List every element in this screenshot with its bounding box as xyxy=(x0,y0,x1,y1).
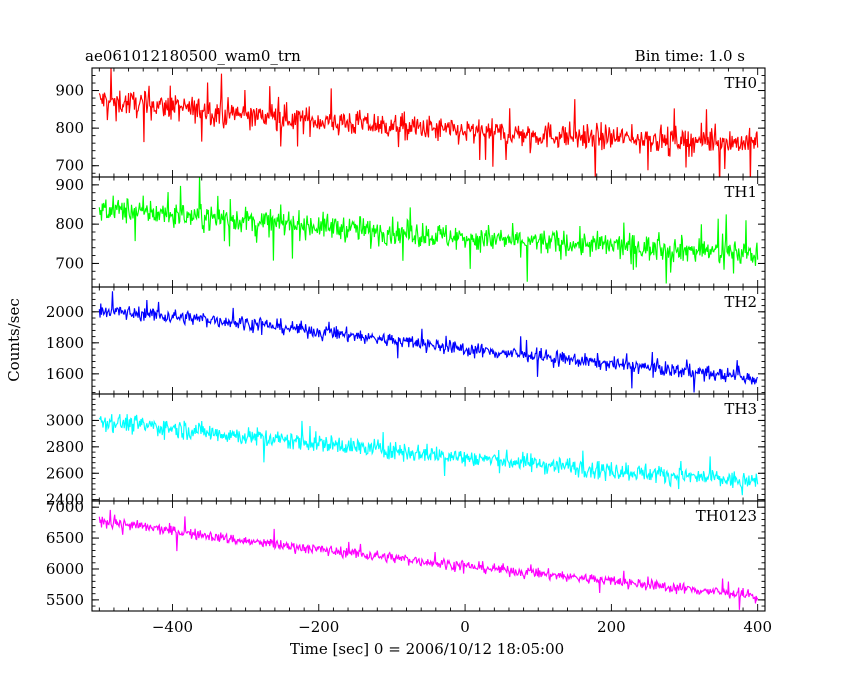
y-tick-label-th2: 1600 xyxy=(46,365,84,383)
x-tick-label: 200 xyxy=(597,618,626,636)
panels-layer xyxy=(98,68,759,610)
panel-label-th2: TH2 xyxy=(724,293,757,311)
y-axis-label: Counts/sec xyxy=(5,298,23,382)
y-tick-label-th2: 2000 xyxy=(46,303,84,321)
y-tick-label-th3: 2600 xyxy=(46,464,84,482)
y-tick-label-th2: 1800 xyxy=(46,334,84,352)
x-tick-label: −200 xyxy=(298,618,339,636)
series-line-th0123 xyxy=(98,509,759,610)
y-tick-label-th3: 2400 xyxy=(46,491,84,509)
panel-th1 xyxy=(98,177,759,284)
x-tick-label: −400 xyxy=(152,618,193,636)
y-tick-label-th0: 900 xyxy=(55,82,84,100)
panel-th0 xyxy=(98,68,759,177)
y-tick-label-th0: 700 xyxy=(55,157,84,175)
series-line-th2 xyxy=(98,291,759,393)
y-tick-label-th0123: 6000 xyxy=(46,560,84,578)
panel-label-th0: TH0 xyxy=(724,74,757,92)
x-tick-label: 0 xyxy=(460,618,470,636)
y-tick-label-th0123: 6500 xyxy=(46,529,84,547)
y-tick-label-th1: 900 xyxy=(55,176,84,194)
chart-title: ae061012180500_wam0_trn xyxy=(85,47,301,65)
y-tick-label-th1: 800 xyxy=(55,215,84,233)
frames-layer: TH0700800900TH1700800900TH2160018002000T… xyxy=(46,67,772,636)
x-tick-label: 400 xyxy=(743,618,772,636)
series-line-th1 xyxy=(98,177,759,284)
x-axis-label: Time [sec] 0 = 2006/10/12 18:05:00 xyxy=(290,640,564,658)
y-tick-label-th3: 2800 xyxy=(46,438,84,456)
panel-label-th0123: TH0123 xyxy=(696,507,757,525)
y-tick-label-th1: 700 xyxy=(55,254,84,272)
panel-th0123 xyxy=(98,509,759,610)
series-line-th0 xyxy=(98,68,759,177)
panel-th3 xyxy=(98,414,759,496)
panel-label-th3: TH3 xyxy=(724,400,757,418)
panel-label-th1: TH1 xyxy=(724,183,757,201)
y-tick-label-th0: 800 xyxy=(55,119,84,137)
panel-frame-th3 xyxy=(91,393,766,502)
panel-th2 xyxy=(98,291,759,393)
panel-frame-th0123 xyxy=(91,500,766,612)
series-line-th3 xyxy=(98,414,759,496)
y-tick-label-th0123: 5500 xyxy=(46,591,84,609)
bin-time-label: Bin time: 1.0 s xyxy=(635,47,745,65)
y-tick-label-th0123: 7000 xyxy=(46,498,84,516)
y-tick-label-th3: 3000 xyxy=(46,411,84,429)
